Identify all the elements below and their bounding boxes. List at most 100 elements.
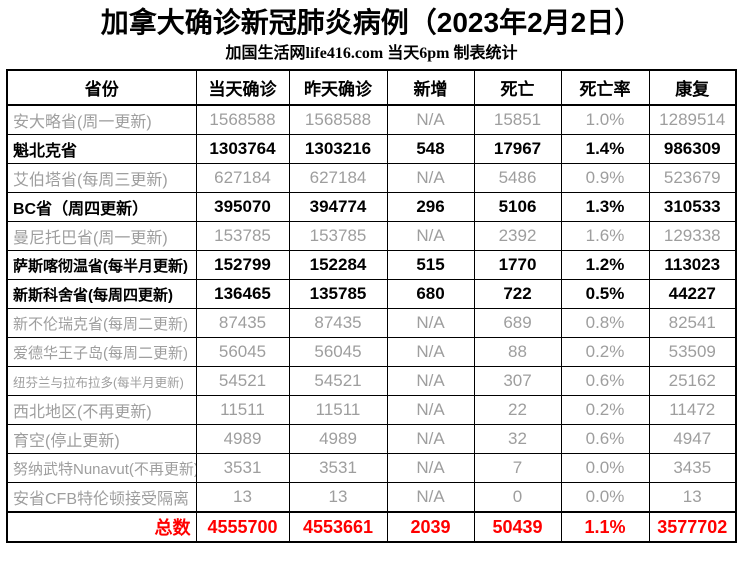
province-cell: 安大略省(周一更新) xyxy=(6,104,197,135)
table-row-ontario: 安大略省(周一更新) 1568588 1568588 N/A 15851 1.0… xyxy=(6,104,737,135)
table-row-quebec: 魁北克省 1303764 1303216 548 17967 1.4% 9863… xyxy=(6,134,737,164)
table-header-row: 省份 当天确诊 昨天确诊 新增 死亡 死亡率 康复 xyxy=(6,69,737,106)
total-new-cell: 2039 xyxy=(386,511,475,543)
province-cell: 新斯科舍省(每周四更新) xyxy=(6,279,197,309)
deaths-cell: 32 xyxy=(473,424,562,454)
new-cell: N/A xyxy=(386,163,475,193)
col-header-new: 新增 xyxy=(386,69,475,106)
yesterday-cell: 56045 xyxy=(288,337,388,367)
death-rate-cell: 1.6% xyxy=(560,221,650,251)
deaths-cell: 88 xyxy=(473,337,562,367)
province-cell: 育空(停止更新) xyxy=(6,424,197,454)
page-subtitle: 加国生活网life416.com 当天6pm 制表统计 xyxy=(225,45,518,62)
death-rate-cell: 0.8% xyxy=(560,308,650,338)
deaths-cell: 0 xyxy=(473,482,562,513)
province-cell: 新不伦瑞克省(每周二更新) xyxy=(6,308,197,338)
new-cell: N/A xyxy=(386,337,475,367)
col-header-today: 当天确诊 xyxy=(195,69,290,106)
new-cell: N/A xyxy=(386,104,475,135)
province-cell: 努纳武特Nunavut(不再更新) xyxy=(6,453,197,483)
death-rate-cell: 1.3% xyxy=(560,192,650,222)
recovered-cell: 523679 xyxy=(648,163,737,193)
new-cell: N/A xyxy=(386,482,475,513)
total-deaths-cell: 50439 xyxy=(473,511,562,543)
col-header-province: 省份 xyxy=(6,69,197,106)
recovered-cell: 4947 xyxy=(648,424,737,454)
table-row-nova-scotia: 新斯科舍省(每周四更新) 136465 135785 680 722 0.5% … xyxy=(6,279,737,309)
today-cell: 627184 xyxy=(195,163,290,193)
yesterday-cell: 4989 xyxy=(288,424,388,454)
province-cell: 安省CFB特伦顿接受隔离 xyxy=(6,482,197,513)
total-death-rate-cell: 1.1% xyxy=(560,511,650,543)
province-cell: 魁北克省 xyxy=(6,134,197,164)
deaths-cell: 1770 xyxy=(473,250,562,280)
new-cell: 680 xyxy=(386,279,475,309)
total-recovered-cell: 3577702 xyxy=(648,511,737,543)
today-cell: 152799 xyxy=(195,250,290,280)
death-rate-cell: 1.0% xyxy=(560,104,650,135)
table-row-manitoba: 曼尼托巴省(周一更新) 153785 153785 N/A 2392 1.6% … xyxy=(6,221,737,251)
new-cell: 296 xyxy=(386,192,475,222)
deaths-cell: 722 xyxy=(473,279,562,309)
yesterday-cell: 627184 xyxy=(288,163,388,193)
recovered-cell: 53509 xyxy=(648,337,737,367)
today-cell: 1303764 xyxy=(195,134,290,164)
recovered-cell: 82541 xyxy=(648,308,737,338)
death-rate-cell: 0.5% xyxy=(560,279,650,309)
col-header-yesterday: 昨天确诊 xyxy=(288,69,388,106)
death-rate-cell: 0.0% xyxy=(560,453,650,483)
deaths-cell: 5106 xyxy=(473,192,562,222)
yesterday-cell: 394774 xyxy=(288,192,388,222)
province-cell: 艾伯塔省(每周三更新) xyxy=(6,163,197,193)
covid-stats-table: 省份 当天确诊 昨天确诊 新增 死亡 死亡率 康复 安大略省(周一更新) 156… xyxy=(6,69,737,543)
today-cell: 395070 xyxy=(195,192,290,222)
deaths-cell: 5486 xyxy=(473,163,562,193)
yesterday-cell: 1303216 xyxy=(288,134,388,164)
death-rate-cell: 0.2% xyxy=(560,337,650,367)
table-row-new-brunswick: 新不伦瑞克省(每周二更新) 87435 87435 N/A 689 0.8% 8… xyxy=(6,308,737,338)
table-row-saskatchewan: 萨斯喀彻温省(每半月更新) 152799 152284 515 1770 1.2… xyxy=(6,250,737,280)
death-rate-cell: 0.2% xyxy=(560,395,650,425)
col-header-deaths: 死亡 xyxy=(473,69,562,106)
yesterday-cell: 11511 xyxy=(288,395,388,425)
new-cell: N/A xyxy=(386,453,475,483)
province-cell: 爱德华王子岛(每周二更新) xyxy=(6,337,197,367)
yesterday-cell: 87435 xyxy=(288,308,388,338)
yesterday-cell: 1568588 xyxy=(288,104,388,135)
table-row-total: 总数 4555700 4553661 2039 50439 1.1% 35777… xyxy=(6,511,737,543)
recovered-cell: 13 xyxy=(648,482,737,513)
death-rate-cell: 1.4% xyxy=(560,134,650,164)
new-cell: 515 xyxy=(386,250,475,280)
total-yesterday-cell: 4553661 xyxy=(288,511,388,543)
recovered-cell: 986309 xyxy=(648,134,737,164)
yesterday-cell: 152284 xyxy=(288,250,388,280)
province-cell: 萨斯喀彻温省(每半月更新) xyxy=(6,250,197,280)
table-row-cfb-trenton: 安省CFB特伦顿接受隔离 13 13 N/A 0 0.0% 13 xyxy=(6,482,737,513)
recovered-cell: 129338 xyxy=(648,221,737,251)
new-cell: N/A xyxy=(386,395,475,425)
new-cell: N/A xyxy=(386,424,475,454)
table-row-northwest-territories: 西北地区(不再更新) 11511 11511 N/A 22 0.2% 11472 xyxy=(6,395,737,425)
today-cell: 3531 xyxy=(195,453,290,483)
today-cell: 1568588 xyxy=(195,104,290,135)
deaths-cell: 22 xyxy=(473,395,562,425)
death-rate-cell: 0.9% xyxy=(560,163,650,193)
new-cell: 548 xyxy=(386,134,475,164)
deaths-cell: 17967 xyxy=(473,134,562,164)
today-cell: 153785 xyxy=(195,221,290,251)
recovered-cell: 113023 xyxy=(648,250,737,280)
recovered-cell: 44227 xyxy=(648,279,737,309)
recovered-cell: 11472 xyxy=(648,395,737,425)
deaths-cell: 15851 xyxy=(473,104,562,135)
col-header-recovered: 康复 xyxy=(648,69,737,106)
new-cell: N/A xyxy=(386,308,475,338)
table-row-bc: BC省（周四更新） 395070 394774 296 5106 1.3% 31… xyxy=(6,192,737,222)
total-today-cell: 4555700 xyxy=(195,511,290,543)
recovered-cell: 25162 xyxy=(648,366,737,396)
table-row-pei: 爱德华王子岛(每周二更新) 56045 56045 N/A 88 0.2% 53… xyxy=(6,337,737,367)
death-rate-cell: 0.6% xyxy=(560,366,650,396)
province-cell: 曼尼托巴省(周一更新) xyxy=(6,221,197,251)
deaths-cell: 307 xyxy=(473,366,562,396)
deaths-cell: 7 xyxy=(473,453,562,483)
